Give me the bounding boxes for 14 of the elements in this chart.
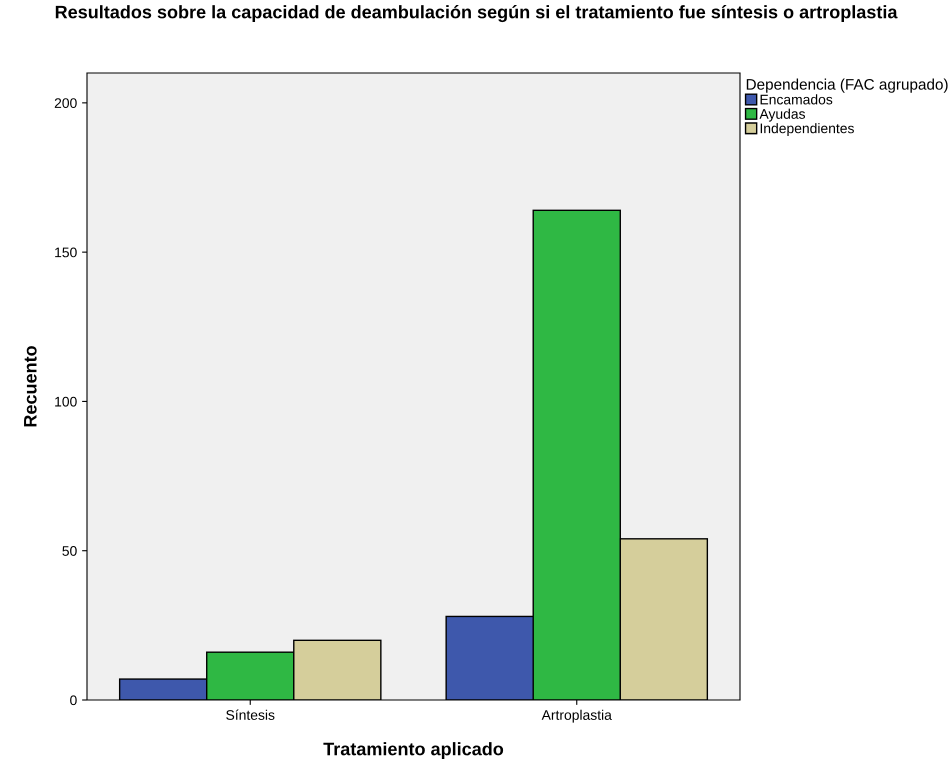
chart-title: Resultados sobre la capacidad de deambulación según si el tratamiento fue síntesis o artroplastia: [56, 5, 898, 22]
y-tick-label: 0: [70, 695, 77, 706]
x-axis-title: Tratamiento aplicado: [323, 742, 504, 759]
x-tick-label: Artroplastia: [542, 710, 612, 723]
legend-label: Independientes: [760, 123, 854, 136]
y-tick-label: 100: [55, 396, 77, 407]
y-tick-label: 50: [62, 546, 77, 556]
y-axis-title: Recuento: [24, 346, 37, 426]
y-tick-label: 150: [55, 247, 77, 258]
x-tick-label: Síntesis: [226, 710, 274, 720]
legend-title: Dependencia (FAC agrupado): [746, 78, 948, 93]
y-tick-label: 200: [54, 98, 77, 108]
legend-label: Ayudas: [759, 108, 806, 122]
legend-label: Encamados: [760, 94, 832, 104]
